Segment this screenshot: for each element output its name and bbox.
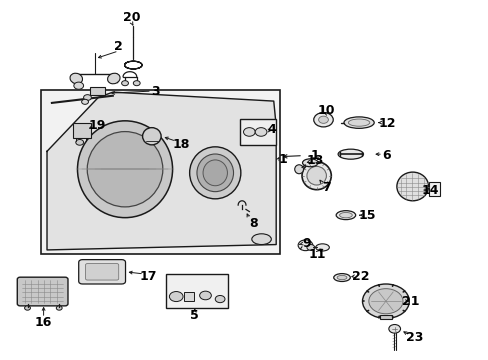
Text: 4: 4 (267, 123, 276, 136)
Text: 18: 18 (172, 138, 189, 150)
Text: 1: 1 (278, 153, 286, 166)
Ellipse shape (306, 166, 326, 185)
Text: 6: 6 (382, 149, 390, 162)
Ellipse shape (251, 234, 271, 244)
Ellipse shape (107, 73, 120, 84)
Circle shape (81, 99, 88, 104)
Circle shape (313, 113, 332, 127)
Circle shape (388, 324, 400, 333)
Ellipse shape (315, 244, 329, 251)
Text: 15: 15 (358, 210, 375, 222)
Text: 23: 23 (405, 330, 422, 343)
Ellipse shape (336, 275, 346, 280)
Text: 11: 11 (308, 248, 325, 261)
Circle shape (306, 244, 314, 250)
Bar (428, 182, 439, 196)
Circle shape (255, 128, 266, 136)
Text: 19: 19 (88, 119, 106, 132)
Text: 21: 21 (401, 295, 418, 308)
Text: 10: 10 (317, 104, 334, 117)
Text: 16: 16 (35, 316, 52, 329)
FancyBboxPatch shape (85, 264, 119, 280)
Ellipse shape (339, 212, 351, 218)
Ellipse shape (203, 160, 227, 186)
Circle shape (76, 139, 83, 145)
Bar (41, 90, 279, 253)
Text: 3: 3 (151, 85, 160, 98)
Bar (90, 87, 104, 95)
Circle shape (215, 296, 224, 303)
Ellipse shape (302, 162, 330, 190)
Bar (165, 274, 227, 309)
Ellipse shape (189, 147, 241, 199)
Text: 17: 17 (139, 270, 156, 283)
Text: 20: 20 (122, 12, 140, 24)
Bar (73, 123, 91, 138)
Circle shape (24, 306, 30, 310)
Circle shape (122, 81, 128, 86)
Ellipse shape (333, 274, 349, 282)
Polygon shape (47, 92, 276, 250)
Circle shape (133, 81, 140, 86)
Circle shape (243, 128, 255, 136)
Circle shape (56, 306, 62, 310)
FancyBboxPatch shape (79, 260, 125, 284)
Ellipse shape (302, 159, 318, 167)
Circle shape (318, 116, 328, 123)
Circle shape (199, 291, 211, 300)
Ellipse shape (77, 121, 172, 218)
Circle shape (74, 82, 83, 89)
Ellipse shape (335, 211, 355, 220)
Text: 2: 2 (114, 40, 123, 53)
Ellipse shape (142, 128, 161, 145)
Text: 14: 14 (421, 184, 439, 197)
Text: 1: 1 (310, 149, 319, 162)
Text: 12: 12 (377, 117, 395, 130)
Circle shape (298, 240, 312, 251)
Text: 13: 13 (306, 154, 323, 167)
Bar (379, 315, 391, 319)
Ellipse shape (343, 117, 373, 129)
Text: 5: 5 (190, 309, 199, 322)
Circle shape (83, 95, 91, 100)
Ellipse shape (347, 119, 369, 126)
Ellipse shape (337, 149, 363, 159)
Circle shape (362, 284, 408, 319)
Circle shape (368, 289, 402, 314)
Text: 22: 22 (351, 270, 368, 283)
Ellipse shape (396, 172, 427, 201)
Ellipse shape (197, 154, 233, 192)
Ellipse shape (70, 73, 82, 84)
Circle shape (169, 292, 183, 302)
Text: 8: 8 (248, 216, 257, 230)
Text: 7: 7 (322, 181, 330, 194)
Bar (239, 119, 276, 145)
Ellipse shape (294, 165, 303, 174)
Text: 9: 9 (302, 237, 310, 250)
Bar (183, 292, 194, 301)
Ellipse shape (87, 132, 163, 207)
FancyBboxPatch shape (17, 277, 68, 306)
